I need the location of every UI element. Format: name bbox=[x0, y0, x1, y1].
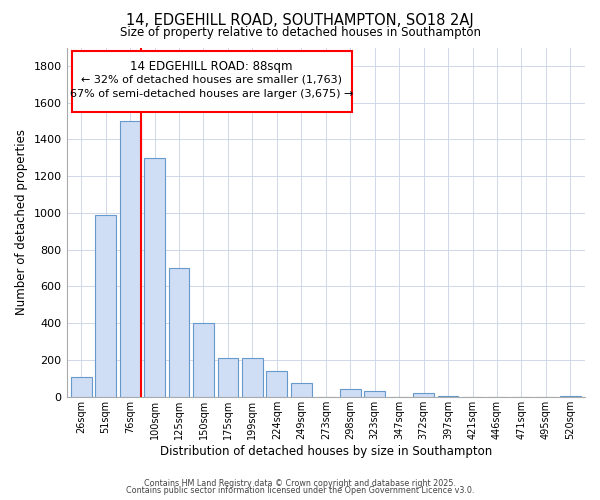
Bar bbox=[266, 371, 287, 397]
Bar bbox=[95, 215, 116, 397]
Bar bbox=[71, 376, 92, 397]
X-axis label: Distribution of detached houses by size in Southampton: Distribution of detached houses by size … bbox=[160, 444, 492, 458]
Bar bbox=[242, 358, 263, 397]
Bar bbox=[560, 396, 581, 397]
Bar bbox=[218, 358, 238, 397]
Bar bbox=[144, 158, 165, 397]
Bar bbox=[193, 324, 214, 397]
Y-axis label: Number of detached properties: Number of detached properties bbox=[15, 129, 28, 315]
Text: ← 32% of detached houses are smaller (1,763): ← 32% of detached houses are smaller (1,… bbox=[81, 74, 342, 85]
Bar bbox=[120, 121, 140, 397]
FancyBboxPatch shape bbox=[72, 51, 352, 112]
Bar bbox=[413, 393, 434, 397]
Bar bbox=[340, 388, 361, 397]
Text: Size of property relative to detached houses in Southampton: Size of property relative to detached ho… bbox=[119, 26, 481, 39]
Bar bbox=[169, 268, 190, 397]
Text: 67% of semi-detached houses are larger (3,675) →: 67% of semi-detached houses are larger (… bbox=[70, 88, 353, 99]
Text: 14 EDGEHILL ROAD: 88sqm: 14 EDGEHILL ROAD: 88sqm bbox=[130, 60, 293, 72]
Bar bbox=[291, 383, 312, 397]
Bar bbox=[364, 392, 385, 397]
Text: Contains public sector information licensed under the Open Government Licence v3: Contains public sector information licen… bbox=[126, 486, 474, 495]
Text: 14, EDGEHILL ROAD, SOUTHAMPTON, SO18 2AJ: 14, EDGEHILL ROAD, SOUTHAMPTON, SO18 2AJ bbox=[126, 12, 474, 28]
Bar bbox=[437, 396, 458, 397]
Text: Contains HM Land Registry data © Crown copyright and database right 2025.: Contains HM Land Registry data © Crown c… bbox=[144, 478, 456, 488]
